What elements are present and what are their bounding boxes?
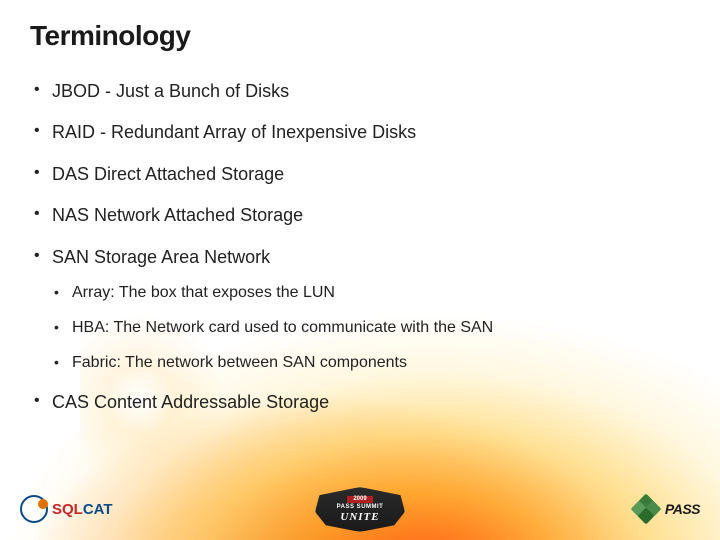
slide-content: Terminology JBOD - Just a Bunch of Disks… [0,0,720,415]
sub-bullet-text: Array: The box that exposes the LUN [72,284,335,301]
sqlcat-text: SQLCAT [52,501,113,518]
slide-title: Terminology [30,20,690,52]
sub-bullet-item: HBA: The Network card used to communicat… [52,318,690,339]
bullet-item: DAS Direct Attached Storage [30,163,690,186]
pass-icon [633,496,659,522]
sql-text: SQL [52,501,83,518]
bullet-text: JBOD - Just a Bunch of Disks [52,81,289,101]
shield-year: 2009 [347,496,372,503]
shield-line2: UNITE [340,511,379,523]
bullet-text: CAS Content Addressable Storage [52,392,329,412]
bullet-list: JBOD - Just a Bunch of Disks RAID - Redu… [30,80,690,415]
cat-text: CAT [83,501,113,518]
bullet-item: NAS Network Attached Storage [30,204,690,227]
sub-bullet-text: HBA: The Network card used to communicat… [72,319,493,336]
footer: SQLCAT 2009 PASS SUMMIT UNITE PASS [0,484,720,534]
bullet-item: RAID - Redundant Array of Inexpensive Di… [30,121,690,144]
pass-logo: PASS [633,496,700,522]
pass-text: PASS [665,501,700,517]
bullet-item: JBOD - Just a Bunch of Disks [30,80,690,103]
sub-bullet-item: Array: The box that exposes the LUN [52,283,690,304]
sub-bullet-text: Fabric: The network between SAN componen… [72,354,407,371]
bullet-text: DAS Direct Attached Storage [52,164,284,184]
bullet-item: SAN Storage Area Network Array: The box … [30,246,690,374]
bullet-text: RAID - Redundant Array of Inexpensive Di… [52,122,416,142]
shield-icon: 2009 PASS SUMMIT UNITE [315,487,405,532]
shield-line1: PASS SUMMIT [337,504,384,511]
bullet-text: SAN Storage Area Network [52,247,270,267]
sub-bullet-item: Fabric: The network between SAN componen… [52,353,690,374]
bullet-item: CAS Content Addressable Storage [30,391,690,414]
bullet-text: NAS Network Attached Storage [52,205,303,225]
sub-bullet-list: Array: The box that exposes the LUN HBA:… [52,283,690,373]
sqlcat-icon [20,495,48,523]
sqlcat-logo: SQLCAT [20,495,113,523]
pass-summit-logo: 2009 PASS SUMMIT UNITE [300,487,420,532]
